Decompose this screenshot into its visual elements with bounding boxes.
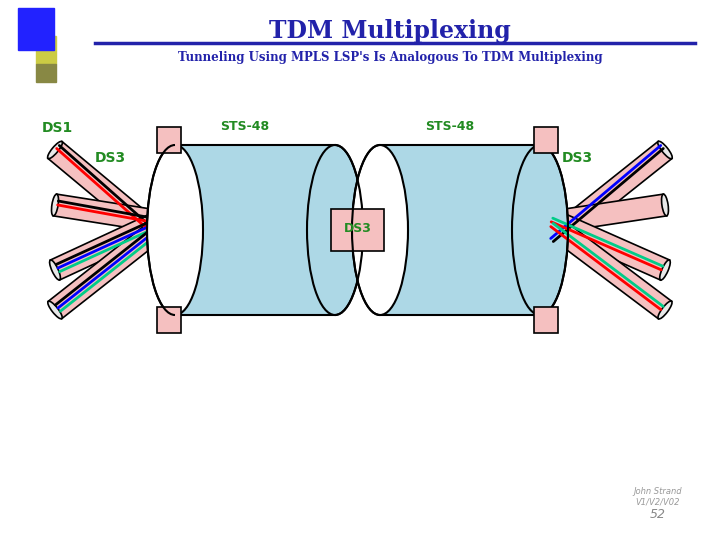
Ellipse shape [545,216,559,234]
Text: TDM Multiplexing: TDM Multiplexing [269,19,511,43]
Text: Tunneling Using MPLS LSP's Is Analogous To TDM Multiplexing: Tunneling Using MPLS LSP's Is Analogous … [178,51,603,64]
Ellipse shape [48,301,62,319]
Polygon shape [547,210,670,280]
Bar [157,307,181,333]
Ellipse shape [549,211,555,233]
Ellipse shape [158,210,168,230]
Bar [36,64,56,82]
Text: STS-48: STS-48 [220,120,269,133]
Ellipse shape [512,145,568,315]
Polygon shape [48,141,170,248]
Polygon shape [48,217,170,319]
Ellipse shape [156,231,171,249]
Ellipse shape [545,231,559,249]
Bar [534,307,558,333]
Bar [175,145,335,315]
Polygon shape [545,216,672,319]
Ellipse shape [50,260,60,280]
Text: V1/V2/V02: V1/V2/V02 [636,497,680,507]
Bar [380,145,540,315]
Text: DS3: DS3 [562,151,593,165]
Text: STS-48: STS-48 [426,120,474,133]
Ellipse shape [660,260,670,280]
Ellipse shape [48,141,63,159]
Ellipse shape [147,145,203,315]
Bar [36,36,56,64]
Ellipse shape [52,194,58,216]
Text: John Strand: John Strand [634,488,683,496]
Bar [157,127,181,153]
Ellipse shape [156,216,170,234]
Bar [534,127,558,153]
Text: DS3: DS3 [95,151,126,165]
Polygon shape [545,141,672,248]
Bar [331,209,384,251]
Polygon shape [50,210,168,280]
Ellipse shape [546,210,557,230]
Ellipse shape [658,141,672,159]
Text: DS1: DS1 [42,121,73,135]
Text: 52: 52 [650,508,666,521]
Ellipse shape [307,145,363,315]
Ellipse shape [352,145,408,315]
Ellipse shape [658,301,672,319]
Polygon shape [53,194,165,233]
Bar [18,8,54,50]
Text: DS3: DS3 [343,221,372,234]
Polygon shape [550,194,667,233]
Ellipse shape [160,211,166,233]
Ellipse shape [662,194,668,216]
